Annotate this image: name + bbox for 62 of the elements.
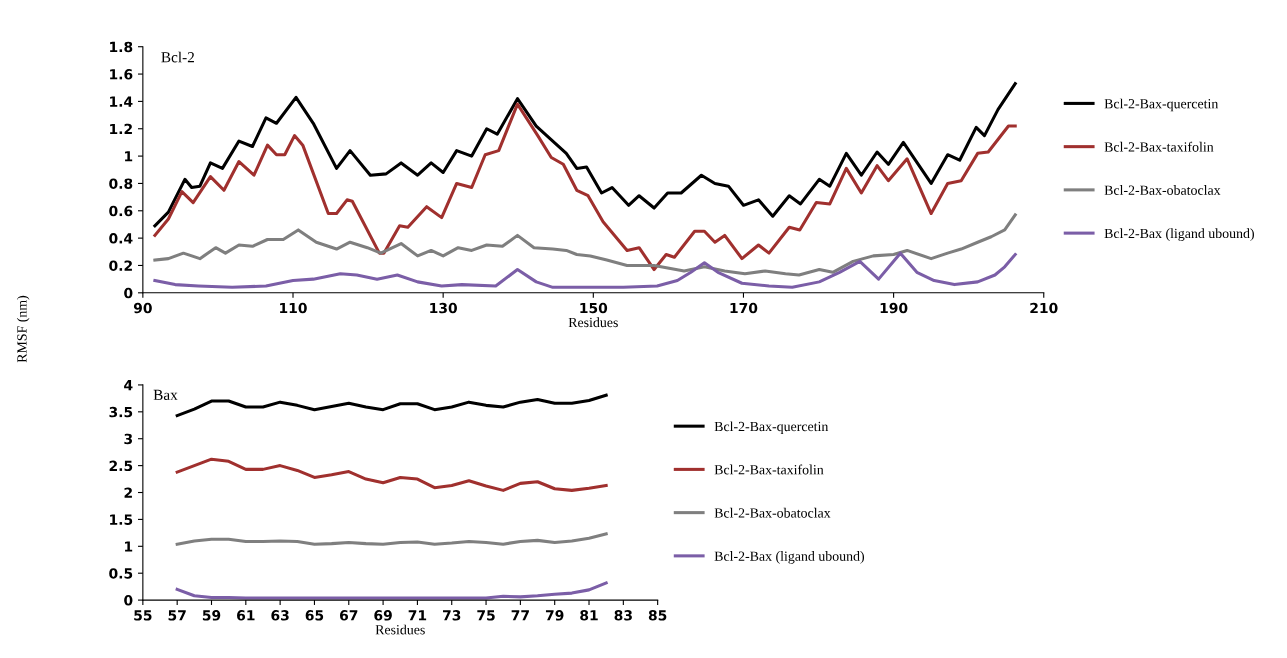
legend-label: Bcl-2-Bax (ligand ubound)	[1104, 228, 1254, 241]
x-tick-label: 85	[648, 610, 667, 621]
x-tick-label: 71	[408, 610, 427, 621]
line-series	[153, 82, 1017, 228]
x-tick-label: 57	[168, 610, 186, 621]
y-tick-label: 2	[124, 487, 132, 498]
y-tick-label: 0	[124, 287, 133, 299]
y-axis-title: RMSF (nm)	[16, 295, 30, 363]
y-tick-label: 1	[125, 151, 133, 162]
y-tick-label: 0.8	[109, 178, 133, 189]
line-series	[153, 251, 1017, 289]
y-tick-label: 1.2	[110, 123, 132, 135]
x-tick-label: 210	[1030, 302, 1058, 314]
legend-label: Bcl-2-Bax-taxifolin	[1104, 141, 1214, 152]
y-tick-label: 3	[124, 433, 133, 445]
line-series	[153, 213, 1017, 277]
legend-label: Bcl-2-Bax-taxifolin	[714, 464, 824, 475]
x-tick-label: 170	[730, 302, 758, 314]
x-tick-label: 90	[133, 302, 152, 314]
chart-title: Bcl-2	[161, 51, 194, 63]
y-tick-label: 3.5	[109, 406, 133, 418]
x-tick-label: 83	[614, 610, 632, 621]
x-tick-label: 110	[280, 302, 307, 314]
x-axis-title: Residues	[568, 317, 618, 328]
y-tick-label: 0.2	[109, 260, 132, 271]
legend-label: Bcl-2-Bax-obatoclax	[1104, 185, 1221, 195]
y-tick-label: 2.5	[109, 460, 133, 472]
y-tick-label: 0.5	[109, 568, 133, 579]
chart-title: Bax	[153, 389, 178, 400]
x-tick-label: 63	[271, 610, 289, 621]
x-tick-label: 59	[202, 610, 221, 621]
legend-label: Bcl-2-Bax-obatoclax	[714, 507, 831, 518]
y-tick-label: 4	[124, 380, 133, 391]
x-tick-label: 81	[580, 610, 598, 621]
line-series	[175, 457, 608, 492]
x-axis-title: Residues	[375, 624, 425, 635]
x-tick-label: 55	[134, 610, 152, 621]
y-tick-label: 1.4	[110, 96, 133, 107]
line-series	[175, 532, 608, 546]
x-tick-label: 73	[443, 610, 461, 621]
x-tick-label: 130	[430, 302, 457, 314]
x-tick-label: 77	[511, 610, 529, 621]
y-tick-label: 1.6	[110, 69, 133, 80]
legend-label: Bcl-2-Bax-quercetin	[714, 421, 829, 434]
y-tick-label: 0	[124, 595, 133, 606]
x-tick-label: 190	[880, 302, 908, 314]
y-tick-label: 1.8	[110, 41, 133, 53]
x-tick-label: 67	[339, 610, 358, 621]
line-series	[175, 581, 608, 600]
line-series	[153, 102, 1017, 272]
legend-label: Bcl-2-Bax-quercetin	[1104, 98, 1219, 112]
x-tick-label: 65	[305, 610, 324, 621]
y-tick-label: 1	[125, 541, 133, 552]
legend-label: Bcl-2-Bax (ligand ubound)	[714, 551, 865, 564]
x-tick-label: 150	[580, 302, 608, 314]
y-tick-label: 0.6	[109, 205, 133, 217]
x-tick-label: 79	[545, 610, 564, 621]
y-tick-label: 1.5	[110, 514, 133, 525]
x-tick-label: 69	[374, 610, 392, 621]
y-tick-label: 0.4	[109, 233, 133, 244]
x-tick-label: 61	[237, 610, 255, 621]
x-tick-label: 75	[477, 610, 495, 621]
